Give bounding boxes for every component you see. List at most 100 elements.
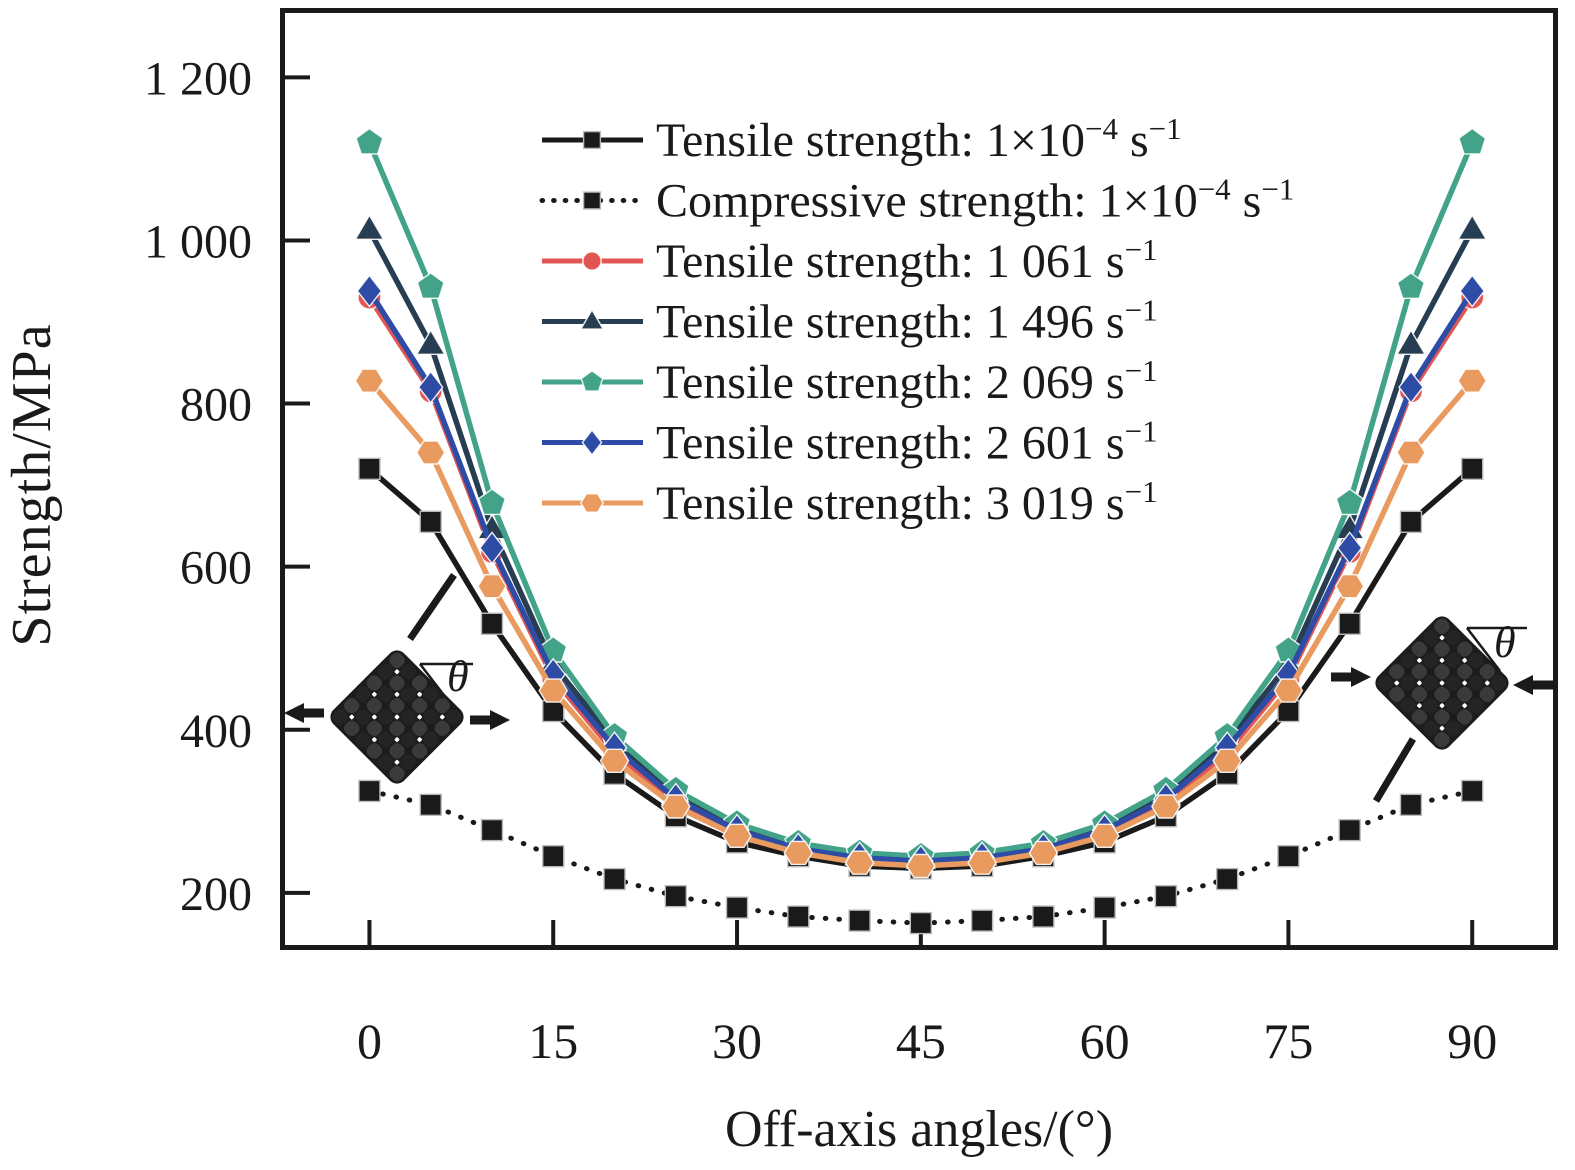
legend-marker bbox=[579, 308, 605, 330]
x-tick-label: 15 bbox=[528, 1013, 578, 1069]
square-marker bbox=[970, 909, 994, 932]
y-tick-label: 1 200 bbox=[144, 52, 252, 105]
pentagon-marker bbox=[1458, 127, 1487, 155]
legend: Tensile strength: 1×10−4 s−1Compressive … bbox=[539, 111, 1294, 530]
compression-arrow-right bbox=[1513, 675, 1553, 695]
square-marker bbox=[358, 457, 381, 481]
triangle-marker bbox=[1395, 328, 1427, 355]
woven-fabric-compression bbox=[1375, 616, 1509, 750]
legend-label: Tensile strength: 3 019 s−1 bbox=[656, 474, 1158, 530]
pentagon-marker bbox=[416, 272, 445, 299]
square-marker bbox=[480, 818, 504, 842]
hexagon-marker bbox=[477, 574, 507, 599]
hexagon-marker bbox=[599, 748, 630, 773]
hexagon-marker bbox=[967, 850, 997, 875]
legend-entry-5: Tensile strength: 2 601 s−1 bbox=[542, 414, 1158, 470]
y-tick-label: 800 bbox=[180, 379, 252, 432]
x-tick-label: 75 bbox=[1263, 1013, 1313, 1069]
diamond-marker bbox=[479, 531, 505, 565]
hexagon-marker bbox=[660, 794, 691, 819]
triangle-marker bbox=[1456, 213, 1488, 241]
legend-label: Tensile strength: 2 069 s−1 bbox=[656, 353, 1158, 409]
plot-frame bbox=[280, 8, 1558, 950]
y-tick-label: 600 bbox=[180, 542, 252, 595]
x-tick-label: 0 bbox=[357, 1013, 382, 1069]
hexagon-marker bbox=[1089, 823, 1120, 848]
tension-arrow-left bbox=[284, 703, 324, 723]
legend-entry-4: Tensile strength: 2 069 s−1 bbox=[542, 353, 1158, 409]
hexagon-marker bbox=[844, 850, 875, 875]
square-marker bbox=[1461, 457, 1484, 481]
diamond-marker bbox=[356, 274, 383, 308]
x-tick-label: 90 bbox=[1447, 1013, 1497, 1069]
y-tick-label: 1 000 bbox=[144, 215, 252, 268]
legend-marker bbox=[582, 191, 602, 210]
square-marker bbox=[1277, 699, 1300, 723]
theta-label-tension: θ bbox=[447, 652, 469, 701]
legend-entry-6: Tensile strength: 3 019 s−1 bbox=[542, 474, 1158, 530]
hexagon-marker bbox=[722, 823, 752, 848]
y-tick-label: 400 bbox=[180, 705, 252, 758]
hexagon-marker bbox=[1151, 794, 1181, 819]
generated-chart-content: 200 400 600 800 1 000 1 200 0 15 30 45 60 75 90 θ θ Ten… bbox=[144, 8, 1558, 1069]
square-marker bbox=[1277, 845, 1300, 868]
square-marker bbox=[1399, 793, 1423, 817]
hexagon-marker bbox=[354, 368, 385, 393]
legend-marker bbox=[582, 130, 602, 150]
legend-label: Tensile strength: 1 496 s−1 bbox=[656, 293, 1158, 349]
pentagon-marker bbox=[1396, 272, 1426, 299]
pentagon-marker bbox=[355, 127, 384, 155]
x-tick-label: 60 bbox=[1080, 1013, 1130, 1069]
square-marker bbox=[1338, 818, 1361, 842]
legend-label: Tensile strength: 2 601 s−1 bbox=[656, 414, 1158, 470]
compression-inset: θ bbox=[1331, 618, 1553, 803]
y-axis-label: Strength/MPa bbox=[1, 323, 63, 646]
square-marker bbox=[542, 699, 565, 723]
hexagon-marker bbox=[1273, 678, 1304, 703]
legend-label: Tensile strength: 1×10−4 s−1 bbox=[656, 111, 1182, 167]
hexagon-marker bbox=[1396, 440, 1426, 465]
compression-arrow-left bbox=[1331, 667, 1371, 687]
legend-entry-0: Tensile strength: 1×10−4 s−1 bbox=[542, 111, 1182, 167]
series-1 bbox=[358, 779, 1484, 935]
square-marker bbox=[603, 867, 626, 891]
hexagon-marker bbox=[538, 678, 569, 703]
diamond-marker bbox=[417, 370, 444, 404]
tension-inset-leader-line bbox=[407, 573, 457, 641]
diamond-marker bbox=[1336, 531, 1363, 565]
legend-marker bbox=[581, 428, 603, 457]
square-marker bbox=[725, 896, 749, 919]
triangle-marker bbox=[354, 213, 385, 241]
legend-label: Compressive strength: 1×10−4 s−1 bbox=[656, 172, 1294, 228]
legend-label: Tensile strength: 1 061 s−1 bbox=[656, 232, 1158, 288]
pentagon-marker bbox=[477, 488, 507, 516]
legend-entry-1: Compressive strength: 1×10−4 s−1 bbox=[539, 172, 1294, 228]
legend-entry-2: Tensile strength: 1 061 s−1 bbox=[542, 232, 1158, 288]
diamond-marker bbox=[1398, 370, 1424, 404]
square-marker bbox=[1461, 779, 1484, 803]
pentagon-marker bbox=[1335, 488, 1364, 516]
square-marker bbox=[480, 612, 504, 635]
legend-marker bbox=[579, 493, 605, 513]
legend-marker bbox=[580, 369, 604, 392]
hexagon-marker bbox=[1028, 840, 1059, 866]
legend-marker bbox=[582, 251, 602, 271]
square-marker bbox=[1154, 884, 1178, 908]
hexagon-marker bbox=[1334, 574, 1365, 599]
square-marker bbox=[1338, 612, 1361, 635]
square-marker bbox=[1399, 510, 1423, 534]
square-marker bbox=[1032, 905, 1055, 928]
compression-inset-leader-line bbox=[1372, 737, 1417, 803]
square-marker bbox=[787, 905, 810, 928]
hexagon-marker bbox=[783, 840, 814, 866]
series-6 bbox=[354, 368, 1488, 879]
x-tick-label: 45 bbox=[896, 1013, 946, 1069]
hexagon-marker bbox=[905, 853, 936, 879]
woven-fabric-tension bbox=[330, 650, 464, 784]
square-marker bbox=[664, 884, 687, 908]
y-tick-label: 200 bbox=[180, 868, 252, 921]
square-marker bbox=[358, 779, 381, 803]
x-axis-label: Off-axis angles/(°) bbox=[725, 1101, 1113, 1158]
